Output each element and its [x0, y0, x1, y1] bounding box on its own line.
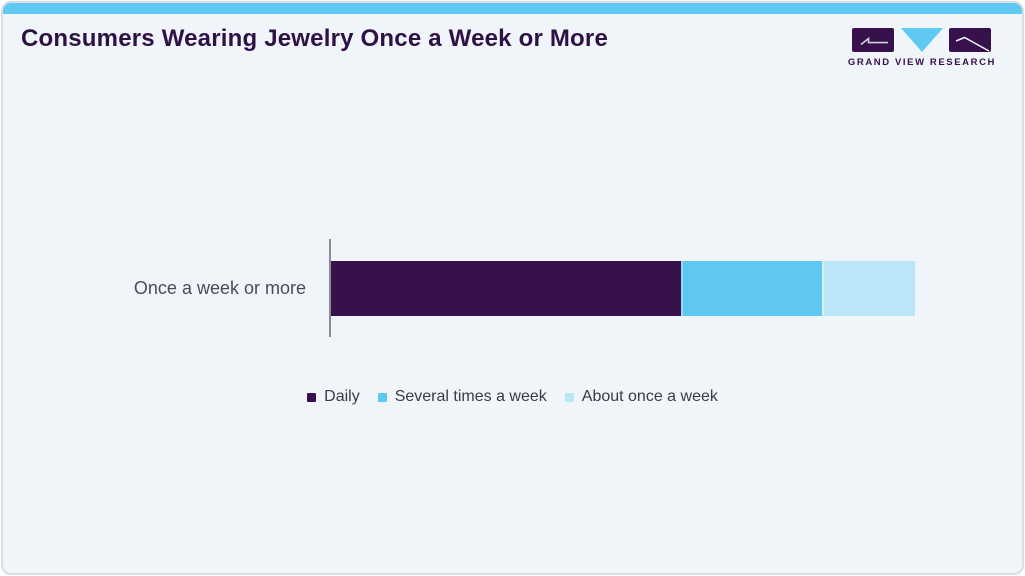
legend-item-1: Daily — [307, 388, 360, 406]
chart-area: Once a week or more — [3, 239, 1022, 337]
bar-segment-1 — [331, 260, 682, 316]
gvr-logo-icon — [851, 28, 991, 52]
legend-item-3: About once a week — [564, 388, 718, 406]
header: Consumers Wearing Jewelry Once a Week or… — [3, 25, 1022, 68]
legend-swatch-icon — [307, 392, 317, 402]
legend-swatch-icon — [377, 392, 387, 402]
accent-strip — [3, 3, 1022, 14]
bar-stack — [331, 260, 915, 316]
chart-title: Consumers Wearing Jewelry Once a Week or… — [21, 25, 608, 52]
bar-segment-2 — [681, 260, 822, 316]
category-label: Once a week or more — [133, 277, 306, 298]
gvr-logo: GRAND VIEW RESEARCH — [848, 28, 996, 68]
legend-swatch-icon — [564, 392, 574, 402]
legend-label: Daily — [324, 388, 360, 405]
legend-label: Several times a week — [394, 388, 547, 405]
legend: Daily Several times a week About once a we… — [3, 388, 1022, 406]
legend-label: About once a week — [581, 388, 718, 405]
y-axis-line — [329, 239, 331, 337]
bar-segment-3 — [821, 260, 915, 316]
brand-name: GRAND VIEW RESEARCH — [847, 57, 996, 68]
legend-item-2: Several times a week — [377, 388, 547, 406]
